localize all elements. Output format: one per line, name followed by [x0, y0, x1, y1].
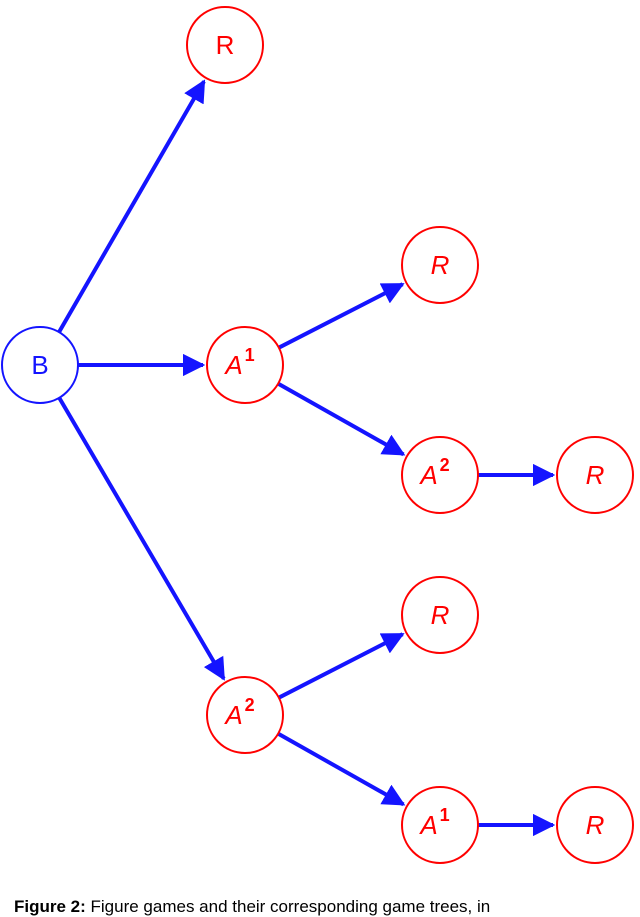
edge-B-R0 [59, 81, 204, 332]
edge-A1a-A2a [278, 384, 403, 455]
edge-A2b-A1b [278, 734, 403, 805]
node-label-B: B [31, 350, 48, 380]
page: B R A1 R A2 R A2 R A1 R Figure 2: Figure games an… [0, 0, 640, 917]
node-label-R0: R [216, 30, 235, 60]
node-A2b: A2 [207, 677, 283, 753]
edge-A1a-R1 [279, 284, 403, 347]
node-label-R1: R [431, 250, 450, 280]
node-A1a: A1 [207, 327, 283, 403]
node-circle-A2a [402, 437, 478, 513]
node-label-A1a: A1 [223, 345, 254, 380]
figure-label: Figure 2: [14, 897, 86, 916]
node-label-R3: R [431, 600, 450, 630]
figure-caption: Figure 2: Figure games and their corresp… [0, 893, 640, 917]
node-B: B [2, 327, 78, 403]
node-label-R2: R [586, 460, 605, 490]
node-label-A2b: A2 [223, 695, 254, 730]
node-circle-A2b [207, 677, 283, 753]
node-R0: R [187, 7, 263, 83]
node-label-A2a: A2 [418, 455, 449, 490]
node-R1: R [402, 227, 478, 303]
node-circle-A1a [207, 327, 283, 403]
edge-B-A2b [59, 398, 224, 679]
node-R3: R [402, 577, 478, 653]
edge-A2b-R3 [279, 634, 403, 697]
node-A1b: A1 [402, 787, 478, 863]
node-A2a: A2 [402, 437, 478, 513]
tree-diagram: B R A1 R A2 R A2 R A1 R [0, 0, 640, 892]
node-circle-A1b [402, 787, 478, 863]
node-R2: R [557, 437, 633, 513]
node-R4: R [557, 787, 633, 863]
node-label-R4: R [586, 810, 605, 840]
figure-text: Figure games and their corresponding gam… [86, 897, 490, 916]
node-label-A1b: A1 [418, 805, 449, 840]
